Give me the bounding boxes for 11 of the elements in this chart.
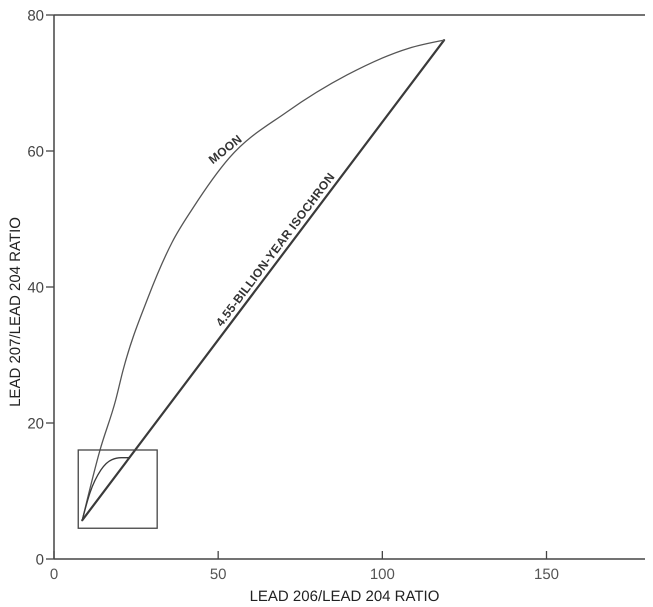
x-tick-label: 100 bbox=[370, 566, 395, 583]
y-tick-label: 60 bbox=[27, 143, 44, 160]
y-tick-label: 20 bbox=[27, 415, 44, 432]
y-axis-title: LEAD 207/LEAD 204 RATIO bbox=[7, 217, 24, 407]
x-axis-title: LEAD 206/LEAD 204 RATIO bbox=[250, 588, 440, 605]
x-tick-label: 0 bbox=[50, 566, 58, 583]
y-tick-label: 40 bbox=[27, 279, 44, 296]
y-tick-label: 80 bbox=[27, 7, 44, 24]
x-tick-label: 150 bbox=[534, 566, 560, 583]
y-tick-label: 0 bbox=[36, 551, 44, 568]
x-tick-label: 50 bbox=[210, 566, 227, 583]
